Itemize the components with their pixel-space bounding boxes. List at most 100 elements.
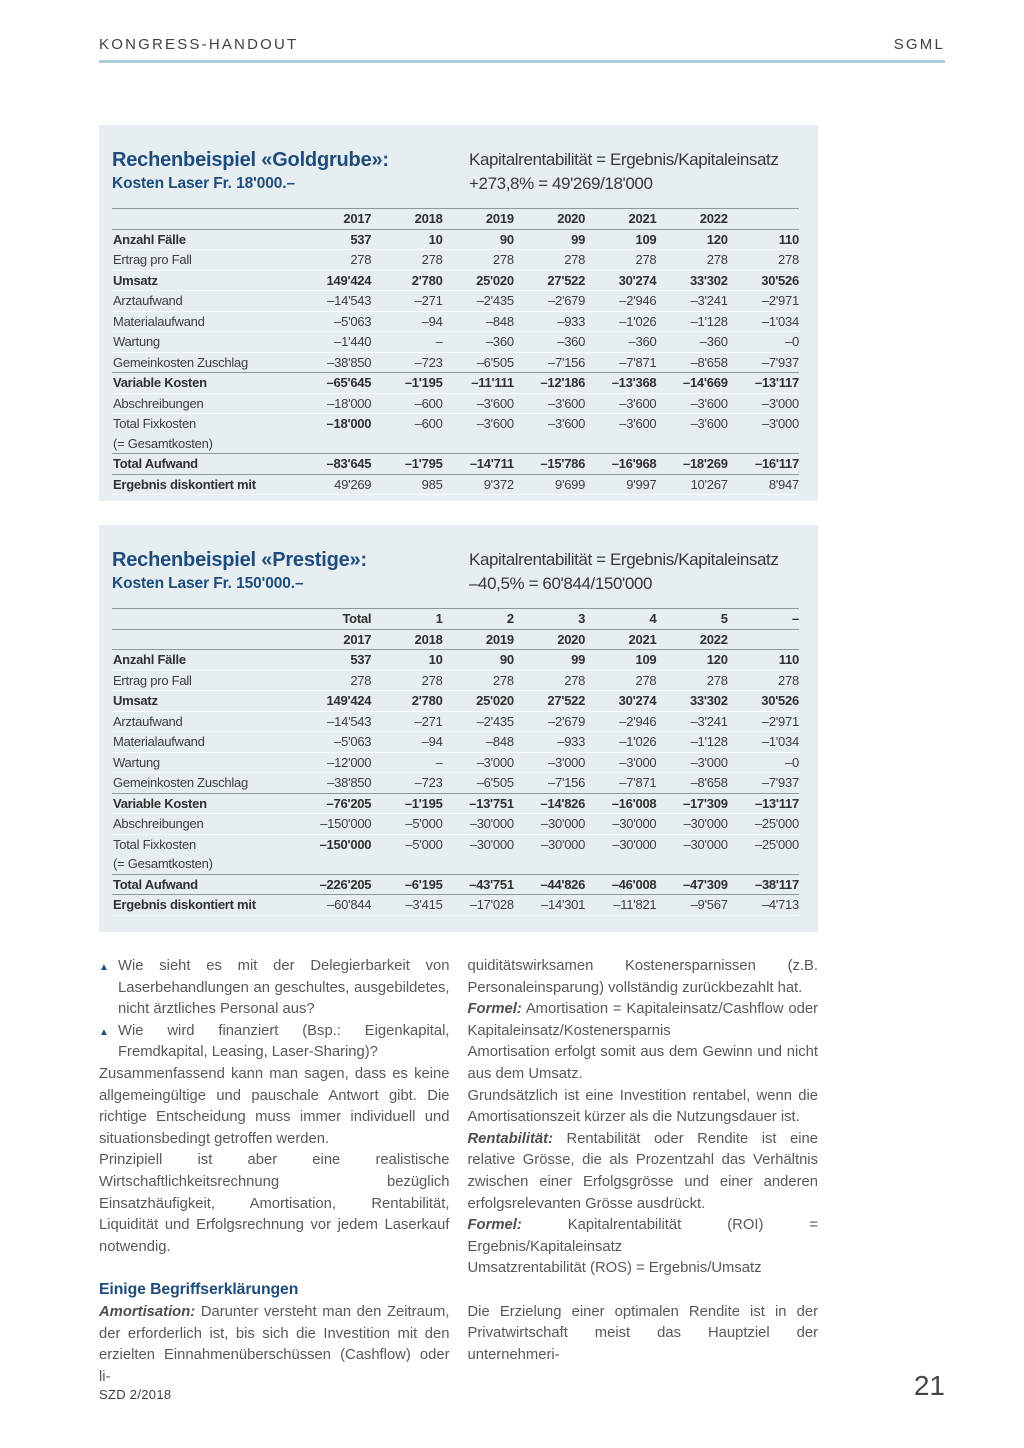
value-cell: –3'600	[476, 416, 514, 431]
row-label-line2: (= Gesamtkosten)	[113, 856, 213, 871]
value-cell: 149'424	[326, 272, 372, 288]
value-cell: 30'274	[618, 272, 657, 288]
value-cell: –2'435	[476, 293, 514, 308]
header-cell: 2022	[699, 631, 728, 647]
value-cell: –848	[485, 313, 514, 329]
table-prestige: Total 1 2 3 4 5 – 2017 2018 2019 2020 2021 2022 Anzah…	[112, 608, 799, 916]
value-cell: –18'000	[327, 395, 372, 411]
value-cell: –3'600	[548, 416, 586, 431]
table-row: Gemeinkosten Zuschlag –38'850 –723 –6'505 –7…	[112, 772, 799, 793]
value-cell: –6'195	[404, 876, 443, 892]
value-cell: 985	[421, 476, 443, 492]
row-label-cell: Ertrag pro Fall	[113, 252, 192, 267]
value-cell: –1'034	[761, 313, 799, 329]
bullet-item: ▲ Wie wird finanziert (Bsp.: Eigenkapital…	[99, 1021, 450, 1064]
value-cell: –7'156	[548, 354, 586, 370]
paragraph: Zusammenfassend kann man sagen, dass es …	[99, 1064, 450, 1150]
panel-title: Rechenbeispiel «Goldgrube»:	[112, 149, 389, 171]
paragraph-text: Amortisation erfolgt somit aus dem Gewin…	[467, 1044, 819, 1082]
value-cell: –15'786	[540, 456, 586, 471]
row-label-cell: Anzahl Fälle	[113, 231, 186, 247]
value-cell: 30'526	[761, 272, 799, 288]
header-right-label: SGML	[893, 36, 945, 53]
value-cell: –38'850	[327, 354, 372, 370]
table-header-row: 2017 2018 2019 2020 2021 2022	[112, 628, 799, 650]
panel-prestige-head: Rechenbeispiel «Prestige»: Kosten Laser …	[112, 547, 799, 596]
value-cell: 30'526	[761, 693, 799, 708]
panel-formula: Kapitalrentabilität = Ergebnis/Kapitalei…	[469, 547, 799, 596]
paragraph: Rentabilität: Rentabilität oder Rendite …	[468, 1129, 819, 1215]
value-cell: –2'971	[761, 293, 799, 308]
table-row: Total Aufwand –226'205 –6'195 –43'751 –44'82…	[112, 873, 799, 895]
value-cell: –	[435, 334, 443, 349]
value-cell: –16'117	[754, 456, 799, 471]
value-cell: 278	[635, 252, 657, 267]
value-cell: –1'795	[404, 456, 443, 471]
value-cell: –65'645	[326, 375, 372, 390]
value-cell: –226'205	[319, 876, 372, 892]
value-cell: 9'699	[554, 476, 586, 492]
paragraph-text: Wie wird finanziert (Bsp.: Eigenkapital,…	[118, 1022, 450, 1061]
paragraph: Grundsätzlich ist eine Investition renta…	[468, 1086, 819, 1129]
value-cell: –150'000	[320, 816, 372, 831]
value-cell: 2'780	[411, 693, 443, 708]
row-label-cell: Wartung	[113, 754, 160, 770]
value-cell: –600	[414, 416, 443, 431]
value-cell: –3'000	[548, 754, 586, 770]
paragraph: Prinzipiell ist aber eine realistische W…	[99, 1150, 450, 1258]
value-cell: –13'368	[611, 375, 657, 390]
value-cell: –30'000	[469, 816, 514, 831]
formula-line-1: Kapitalrentabilität = Ergebnis/Kapitalei…	[469, 550, 779, 569]
value-cell: –360	[699, 334, 728, 349]
value-cell: –47'309	[682, 876, 728, 892]
value-cell: –30'000	[683, 836, 728, 852]
value-cell: –3'241	[690, 713, 728, 729]
row-label-cell: Arztaufwand	[113, 293, 183, 308]
value-cell: –5'000	[405, 836, 443, 852]
row-label-cell: Gemeinkosten Zuschlag	[113, 775, 248, 790]
value-cell: –3'000	[476, 754, 514, 770]
value-cell: –3'600	[476, 395, 514, 411]
value-cell: 278	[564, 252, 586, 267]
value-cell: 537	[350, 652, 372, 667]
value-cell: –1'195	[404, 375, 443, 390]
value-cell: 2'780	[411, 272, 443, 288]
bullet-item: ▲ Wie sieht es mit der Delegierbarkeit vo…	[99, 956, 450, 1021]
row-label-cell: Abschreibungen	[113, 395, 204, 411]
value-cell: –94	[421, 313, 443, 329]
value-cell: –3'000	[761, 395, 799, 411]
value-cell: –2'679	[548, 713, 586, 729]
table-row: Gemeinkosten Zuschlag –38'850 –723 –6'505 –7…	[112, 351, 799, 373]
value-cell: 25'020	[476, 693, 514, 708]
value-cell: 9'997	[626, 476, 657, 492]
header-cell: 2022	[699, 211, 728, 226]
paragraph-text: quiditätswirksamen Kostenersparnissen (z…	[467, 958, 819, 996]
panel-title: Rechenbeispiel «Prestige»:	[112, 549, 367, 571]
value-cell: 27'522	[547, 693, 586, 708]
value-cell: –7'871	[619, 775, 657, 790]
header-cell: 2020	[557, 631, 586, 647]
value-cell: –7'937	[761, 354, 799, 370]
value-cell: –14'711	[469, 456, 514, 471]
paragraph-lead: Amortisation:	[99, 1303, 196, 1320]
value-cell: –30'000	[541, 836, 586, 852]
value-cell: –360	[557, 334, 586, 349]
value-cell: 278	[706, 252, 728, 267]
value-cell: 109	[635, 231, 657, 247]
value-cell: –30'000	[469, 836, 514, 852]
value-cell: –1'128	[690, 313, 728, 329]
value-cell: –46'008	[611, 876, 657, 892]
header-cell: 4	[649, 611, 657, 626]
value-cell: 49'269	[334, 476, 372, 492]
value-cell: –38'117	[754, 876, 799, 892]
table-header-row: 2017 2018 2019 2020 2021 2022	[112, 208, 799, 229]
paragraph-text: Grundsätzlich ist eine Investition renta…	[467, 1087, 819, 1126]
body-column-right: quiditätswirksamen Kostenersparnissen (z…	[468, 956, 819, 1388]
value-cell: 8'947	[768, 476, 799, 492]
panel-subtitle: Kosten Laser Fr. 18'000.–	[112, 175, 295, 192]
value-cell: –3'000	[761, 416, 799, 431]
body-column-left: ▲ Wie sieht es mit der Delegierbarkeit vo…	[99, 956, 450, 1388]
value-cell: –8'658	[690, 775, 728, 790]
header-rule	[99, 60, 945, 63]
row-label-cell: Variable Kosten	[113, 795, 207, 811]
